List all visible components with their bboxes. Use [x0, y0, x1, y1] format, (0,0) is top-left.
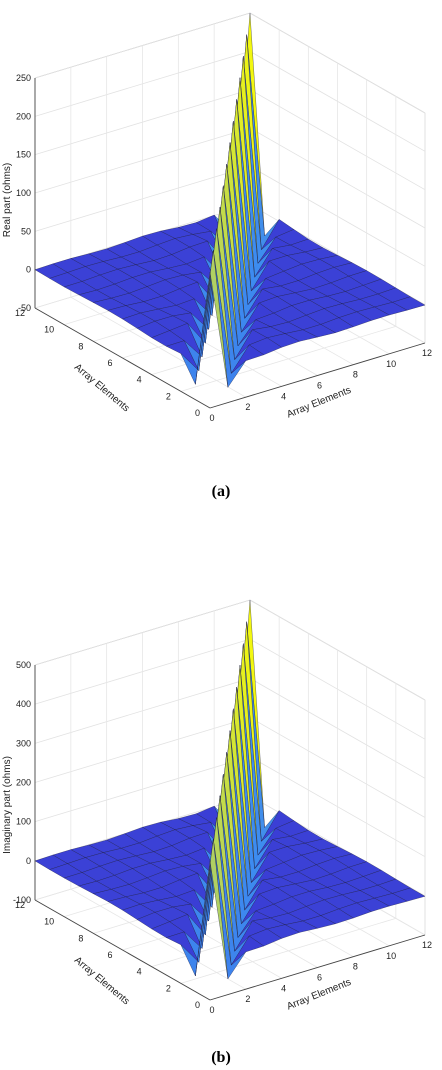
surface-patch	[195, 250, 229, 388]
y-tick-label: 12	[15, 900, 25, 910]
figure-panel-b: -100 0 100 200 300 400 500 0 2 4 6 8 10 12 0 2 4 6 8 10 12 Im…	[0, 535, 442, 1070]
y-tick-label: 2	[166, 391, 171, 401]
x-tick-label: 6	[317, 973, 322, 983]
y-tick-label: 2	[166, 983, 171, 993]
x-tick-label: 12	[422, 348, 432, 358]
x-tick-label: 10	[386, 951, 396, 961]
y-tick-label: 8	[78, 341, 83, 351]
y-axis-label: Array Elements	[72, 955, 131, 1007]
z-tick-label: 100	[16, 188, 31, 198]
tick-labels: -100 0 100 200 300 400 500 0 2 4 6 8 10 12 0 2 4 6 8 10 12	[13, 660, 432, 1015]
x-tick-label: 2	[245, 402, 250, 412]
z-tick-label: 100	[16, 817, 31, 827]
z-tick-label: 50	[21, 226, 31, 236]
z-tick-label: 0	[26, 265, 31, 275]
y-tick-label: 12	[15, 308, 25, 318]
y-tick-label: 4	[137, 375, 142, 385]
y-tick-label: 10	[44, 325, 54, 335]
x-tick-label: 12	[422, 940, 432, 950]
y-tick-label: 8	[78, 933, 83, 943]
z-tick-label: 200	[16, 111, 31, 121]
figure-caption: (a)	[212, 483, 231, 500]
z-axis-label: Real part (ohms)	[2, 163, 13, 237]
z-tick-label: 200	[16, 778, 31, 788]
z-tick-label: -100	[13, 895, 31, 905]
surface	[34, 600, 426, 980]
surface-patch	[195, 839, 229, 979]
z-tick-label: 0	[26, 856, 31, 866]
y-tick-label: 10	[44, 917, 54, 927]
x-tick-label: 10	[386, 359, 396, 369]
y-axis-line	[34, 899, 211, 1001]
x-tick-label: 8	[353, 370, 358, 380]
surface-plot-imaginary-part: -100 0 100 200 300 400 500 0 2 4 6 8 10 12 0 2 4 6 8 10 12 Im…	[2, 599, 432, 1066]
tick-labels: -50 0 50 100 150 200 250 0 2 4 6 8 10 12 0 2 4 6 8 10 12	[15, 73, 432, 423]
y-tick-label: 4	[137, 967, 142, 977]
y-tick-label: 0	[195, 1000, 200, 1010]
surface-plot-real-part: -50 0 50 100 150 200 250 0 2 4 6 8 10 12 0 2 4 6 8 10 12 Real…	[2, 12, 432, 500]
z-tick-label: 400	[16, 699, 31, 709]
x-axis-line	[209, 934, 426, 1001]
z-tick-label: 250	[16, 73, 31, 83]
y-axis-label: Array Elements	[72, 362, 131, 414]
x-tick-label: 6	[317, 381, 322, 391]
z-tick-label: 150	[16, 150, 31, 160]
z-tick-label: 500	[16, 660, 31, 670]
x-tick-label: 0	[209, 413, 214, 423]
y-tick-label: 0	[195, 408, 200, 418]
figure-panel-a: -50 0 50 100 150 200 250 0 2 4 6 8 10 12 0 2 4 6 8 10 12 Real…	[0, 0, 442, 530]
y-tick-label: 6	[107, 950, 112, 960]
z-tick-label: -50	[18, 303, 31, 313]
x-tick-label: 0	[209, 1005, 214, 1015]
x-tick-label: 4	[281, 391, 286, 401]
z-axis-label: Imaginary part (ohms)	[2, 756, 13, 854]
y-axis-line	[34, 307, 211, 409]
surface	[34, 13, 426, 388]
x-tick-label: 2	[245, 994, 250, 1004]
x-axis-line	[209, 342, 426, 409]
x-tick-label: 8	[353, 962, 358, 972]
figure-caption: (b)	[211, 1049, 231, 1066]
z-tick-label: 300	[16, 738, 31, 748]
y-tick-label: 6	[107, 358, 112, 368]
x-tick-label: 4	[281, 983, 286, 993]
